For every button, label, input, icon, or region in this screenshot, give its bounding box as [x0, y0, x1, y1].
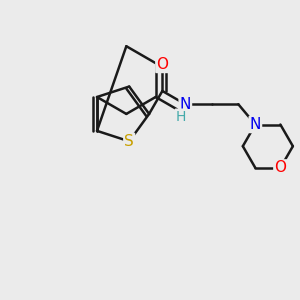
Text: H: H — [176, 110, 186, 124]
Text: S: S — [124, 134, 134, 149]
Text: N: N — [250, 117, 261, 132]
Text: N: N — [180, 97, 191, 112]
Text: O: O — [274, 160, 286, 175]
Text: O: O — [156, 57, 168, 72]
